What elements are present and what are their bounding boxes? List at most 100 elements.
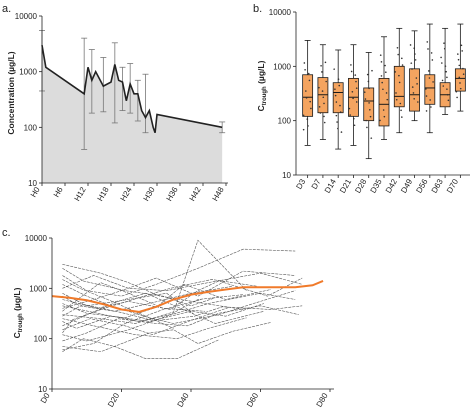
panel-a-plot [39,30,226,183]
panel-b-box [302,74,314,117]
panel-c-median-line [51,280,324,313]
panel-b-observation-dot [323,102,325,105]
panel-c-individual-line [62,303,265,321]
panel-b-observation-dot [426,41,429,43]
panel-b-observation-dot [382,88,384,91]
panel-b-y-tick-label: 1000 [273,62,291,71]
panel-b-observation-dot [307,125,309,127]
panel-b-observation-dot [310,107,312,110]
panel-b-observation-dot [325,80,327,83]
panel-b-observation-dot [425,88,427,90]
panel-b-observation-dot [340,131,343,133]
panel-b-x-tick-label: D35 [369,177,384,195]
panel-b-y-axis-title-sub: trough [262,86,268,105]
panel-b-observation-dot [339,111,342,113]
panel-b-box [363,87,375,122]
panel-b-letter: b. [253,3,262,15]
panel-b-observation-dot [401,64,404,66]
panel-b-x-tick-label: D28 [353,177,368,195]
panel-b-x-tick-label: D63 [430,177,445,195]
panel-b-observation-dot [446,88,448,90]
panel-a-x-tick-label: H24 [119,185,134,203]
panel-a-auc-area [42,45,223,183]
panel-b-observation-dot [353,124,356,127]
panel-b-box [393,65,405,108]
panel-b-y-tick-label: 10000 [269,8,292,17]
panel-b-observation-dot [395,92,397,94]
panel-b-y-ticks: 10 100 1000 10000 [269,8,296,180]
panel-b-observation-dot [425,95,428,97]
panel-b-x-tick-label: D56 [414,177,429,195]
panel-a-x-tick-label: H30 [142,185,157,203]
panel-a-y-tick-label: 1000 [19,68,37,77]
panel-c-individual-line [62,279,174,329]
panel-b-observation-dot [305,90,307,92]
panel-b-box [454,68,466,92]
panel-b-observation-dot [350,64,352,66]
panel-b-observation-dot [447,99,450,102]
panel-b-plot [302,23,466,160]
panel-b-observation-dot [384,64,386,67]
panel-c-individual-line [62,307,230,335]
panel-b-observation-dot [459,82,461,84]
panel-b-x-tick-label: D3 [294,177,307,191]
panel-b-observation-dot [461,50,463,52]
panel-a: a. Concentration (µg/L) 10 100 1000 10000 H… [2,3,228,203]
panel-b-observation-dot [400,109,402,112]
panel-b-observation-dot [367,80,370,83]
panel-b-observation-dot [379,119,381,122]
panel-c-y-axis-title: Ctrough (µg/L) [12,287,24,338]
panel-b-observation-dot [430,52,433,54]
panel-b-box [332,82,344,114]
panel-b-observation-dot [457,53,459,55]
panel-b-observation-dot [462,67,464,70]
panel-b-observation-dot [425,110,428,112]
panel-b-observation-dot [429,99,431,101]
panel-b-observation-dot [321,90,324,92]
panel-c-individual-line [62,264,244,310]
panel-a-y-axis-title: Concentration (µg/L) [6,51,16,134]
panel-b-observation-dot [353,117,355,120]
panel-b-observation-dot [380,61,383,63]
panel-a-y-tick-label: 10000 [15,12,38,21]
panel-c-individual-line [62,292,195,315]
panel-c-y-ticks: 10 100 1000 10000 [25,234,52,394]
panel-b-observation-dot [335,101,338,103]
panel-b-observation-dot [409,44,412,46]
panel-b-observation-dot [460,44,463,47]
panel-b-observation-dot [305,97,308,99]
panel-b-observation-dot [443,47,446,50]
panel-b-observation-dot [307,72,310,75]
panel-a-mean-line [41,44,223,133]
panel-b-observation-dot [351,91,354,93]
panel-b-observation-dot [366,73,369,76]
panel-b-observation-dot [414,53,416,55]
panel-b-x-tick-label: D21 [338,177,353,195]
panel-b-observation-dot [355,101,358,103]
panel-c-individual-line [62,292,296,342]
panel-b-observation-dot [322,96,325,99]
panel-a-x-tick-label: H18 [96,185,111,203]
panel-a-y-tick-label: 100 [24,123,38,132]
panel-b-observation-dot [304,69,306,71]
panel-b-observation-dot [441,79,444,82]
panel-b-box [409,68,420,112]
panel-c-individual-line [62,284,296,324]
panel-b-observation-dot [413,47,415,50]
panel-b-observation-dot [380,75,383,77]
panel-c-x-tick-label: D20 [106,391,121,409]
panel-b-observation-dot [321,71,323,73]
panel-a-x-tick-label: H12 [73,185,88,203]
panel-b-observation-dot [410,62,413,64]
panel-b-observation-dot [385,92,388,94]
panel-b-x-tick-label: D70 [445,177,460,195]
panel-b-observation-dot [320,64,322,67]
panel-c-x-tick-label: D80 [315,391,330,409]
panel-b-observation-dot [368,87,370,90]
panel-c-individual-line [62,272,303,291]
panel-b-observation-dot [398,74,400,77]
panel-c-individual-line [62,305,299,342]
panel-c-individual-line [62,299,202,351]
panel-b-observation-dot [442,85,445,87]
panel-b-y-axis-title: Ctrough (µg/L) [256,60,268,111]
